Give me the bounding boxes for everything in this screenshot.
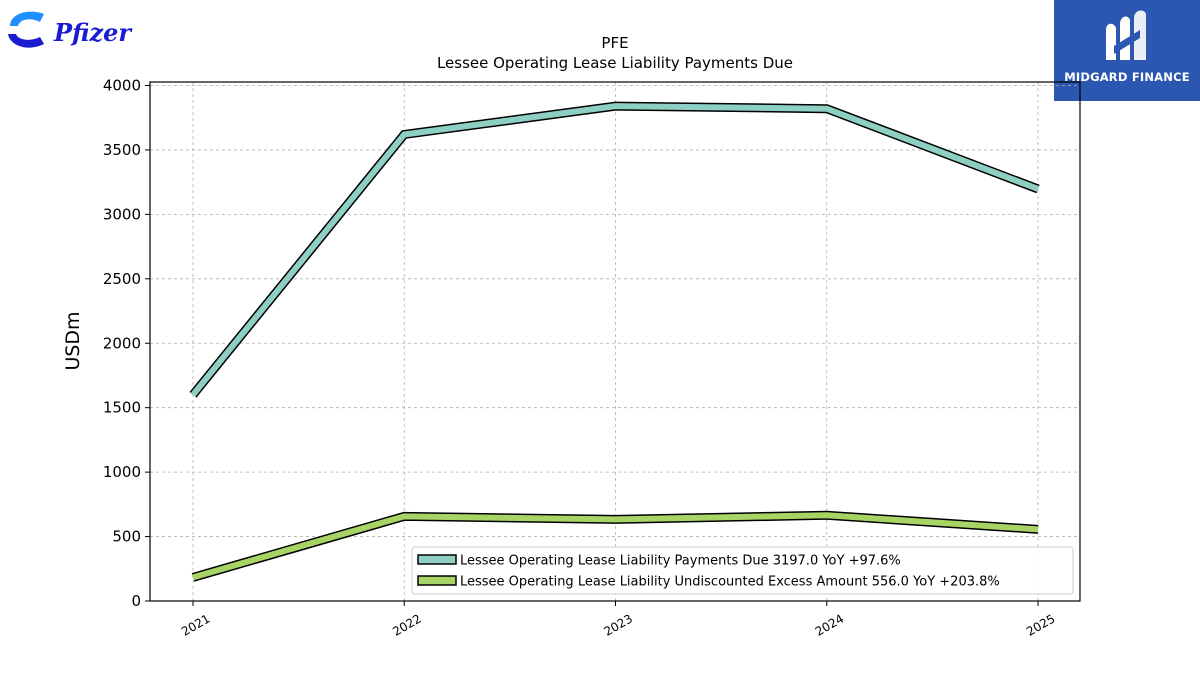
x-tick-label: 2025 — [1024, 611, 1057, 638]
y-tick-label: 2000 — [103, 334, 141, 352]
midgard-finance-logo: MIDGARD FINANCE — [1054, 0, 1200, 101]
y-tick-label: 3500 — [103, 141, 141, 159]
legend-swatch — [417, 554, 457, 565]
x-tick-label: 2021 — [179, 611, 212, 638]
pfizer-logo: Pfizer — [4, 4, 134, 56]
x-tick-label: 2023 — [602, 611, 635, 638]
x-tick-label: 2022 — [390, 611, 423, 638]
y-tick-label: 4000 — [103, 77, 141, 95]
pfizer-logo-text: Pfizer — [53, 18, 133, 47]
y-tick-label: 2500 — [103, 270, 141, 288]
chart-title: PFE — [601, 34, 628, 52]
y-tick-label: 1000 — [103, 463, 141, 481]
y-axis: 0 500 1000 1500 2000 2500 3000 3500 4000 — [103, 77, 150, 610]
chart-subtitle: Lessee Operating Lease Liability Payment… — [437, 54, 793, 72]
series-lines — [189, 101, 1040, 582]
y-tick-label: 0 — [131, 592, 141, 610]
legend-label: Lessee Operating Lease Liability Payment… — [460, 554, 901, 569]
midgard-finance-logo-text: MIDGARD FINANCE — [1064, 70, 1190, 84]
y-tick-label: 3000 — [103, 205, 141, 223]
y-tick-label: 1500 — [103, 399, 141, 417]
x-tick-label: 2024 — [813, 611, 846, 638]
x-axis: 2021 2022 2023 2024 2025 — [179, 601, 1058, 639]
y-axis-label: USDm — [62, 311, 84, 370]
legend-swatch — [417, 575, 457, 586]
legend-label: Lessee Operating Lease Liability Undisco… — [460, 575, 1000, 590]
legend: Lessee Operating Lease Liability Payment… — [411, 546, 1074, 595]
legend-box — [411, 546, 1074, 595]
y-tick-label: 500 — [112, 528, 141, 546]
